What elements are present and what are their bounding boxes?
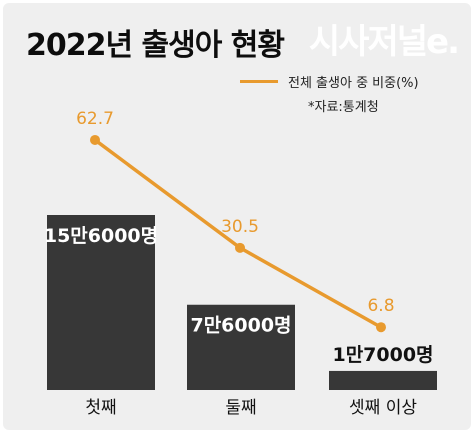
bar-1 <box>47 215 155 390</box>
bar-value-label-1: 15만6000명 <box>44 225 158 247</box>
legend-label: 전체 출생아 중 비중(%) <box>288 76 419 91</box>
category-labels: 첫째 둘째 셋째 이상 <box>85 398 417 418</box>
share-point-2 <box>235 242 245 253</box>
share-value-label-1: 62.7 <box>76 109 114 129</box>
legend: 전체 출생아 중 비중(%) <box>240 72 419 91</box>
brand-logo: 시사저널e. <box>308 22 460 62</box>
category-label-1: 첫째 <box>85 398 116 418</box>
category-label-2: 둘째 <box>225 398 256 418</box>
source-note: *자료:통계청 <box>308 100 379 115</box>
bar-3 <box>329 370 437 390</box>
share-value-label-3: 6.8 <box>367 296 394 316</box>
bar-value-label-3: 1만7000명 <box>332 344 433 366</box>
chart-title: 2022년 출생아 현황 <box>26 28 285 63</box>
bar-value-label-2: 7만6000명 <box>190 315 291 337</box>
share-point-1 <box>90 134 100 145</box>
share-value-label-2: 30.5 <box>221 217 259 237</box>
line-group: 62.7 30.5 6.8 <box>76 109 395 333</box>
bars-group: 15만6000명 7만6000명 1만7000명 <box>44 215 437 390</box>
share-point-3 <box>376 322 386 333</box>
category-label-3: 셋째 이상 <box>349 398 417 418</box>
legend-swatch <box>240 80 278 83</box>
bar-2 <box>187 304 295 390</box>
